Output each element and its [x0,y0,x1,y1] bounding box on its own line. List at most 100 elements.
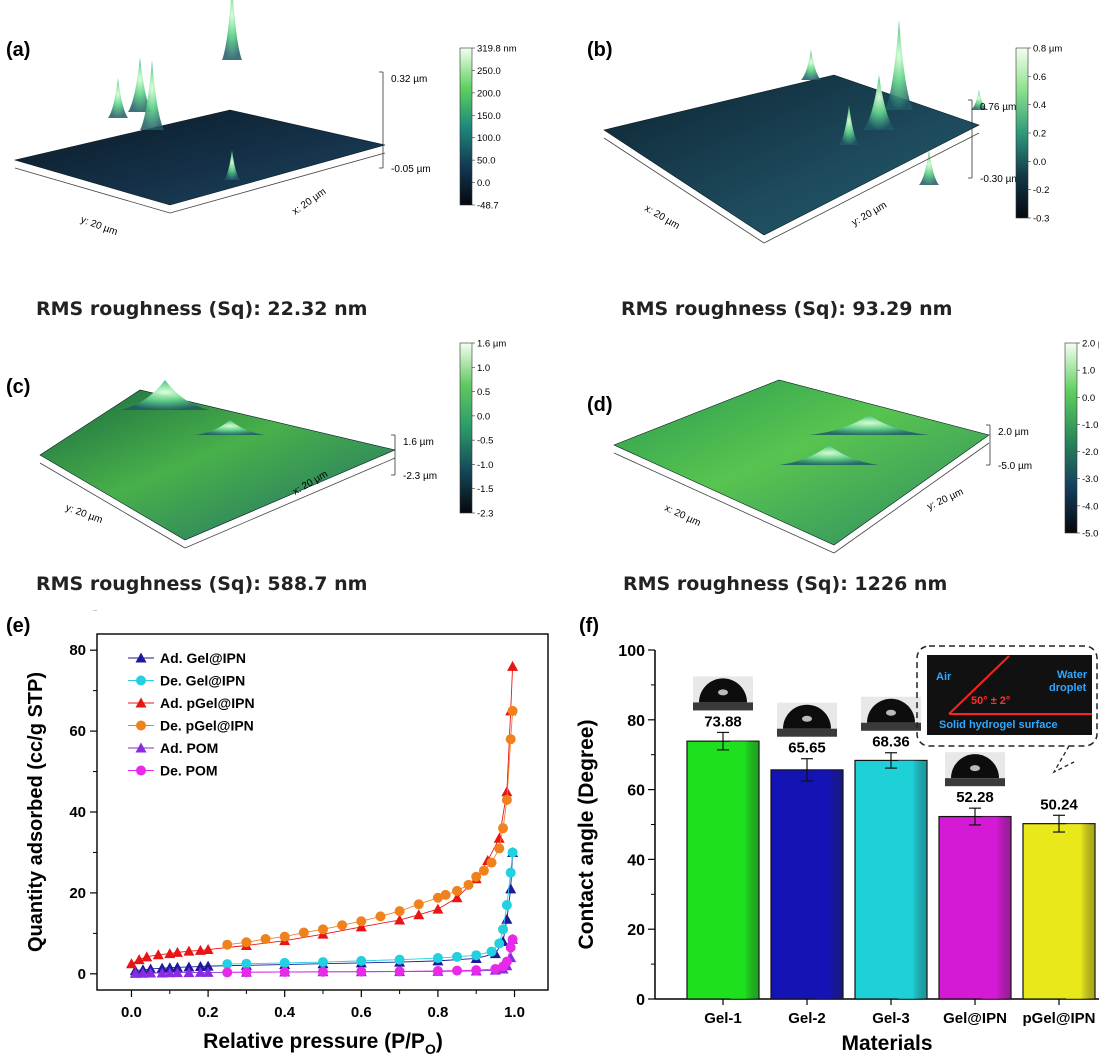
data-point [452,965,463,976]
afm-surface-c: (c)x: 20 µmy: 20 µm1.6 µm-2.3 µm1.6 µm1.… [6,339,506,549]
droplet-image [945,752,1005,787]
data-point [183,961,195,972]
colorbar-tick-label: -0.3 [1033,214,1049,225]
data-point [318,957,328,968]
data-point [471,965,482,976]
y-axis-label: y: 20 µm [926,486,966,512]
y-tick-label: 80 [69,642,86,659]
x-axis-label: x: 20 µm [663,503,703,529]
surface-peak [140,60,164,130]
x-tick-label: 0.2 [198,1004,219,1021]
y-tick-label: 20 [627,922,645,939]
data-point [136,765,146,776]
data-point [452,951,463,962]
data-point [129,967,141,978]
colorbar-tick-label: 0.6 [1033,72,1046,83]
surface-peak [809,415,929,435]
data-point [501,786,513,797]
data-point [432,892,443,903]
colorbar-tick-label: 50.0 [477,156,496,167]
data-point [494,843,505,854]
data-point [318,966,328,977]
data-point [507,934,518,945]
data-point [136,720,146,731]
y-tick-label: 80 [627,713,645,730]
bar-shade [982,816,1011,999]
data-point [505,883,517,894]
data-point [183,945,195,956]
data-point [490,963,501,974]
afm-panel-b: (b) x: 20 µm y: 20 µm 0.76 µm -0.30 µm 0.8 µm… [549,0,1099,330]
colorbar [1064,342,1078,534]
data-point [501,794,512,805]
panel-label: (c) [6,376,30,398]
inset-droplet-label: droplet [1049,682,1087,694]
rms-label-d: RMS roughness (Sq): 1226 nm [623,573,948,595]
afm-panel-d: (d) x: 20 µm y: 20 µm 2.0 µm -5.0 µm 2.0 µm 1.… [549,335,1099,605]
x-tick-label: 0.8 [427,1004,448,1021]
series-line [227,852,514,965]
colorbar-tick-label: -3.0 [1082,474,1098,485]
colorbar-tick-label: -48.7 [477,201,499,212]
colorbar-tick-label: 100.0 [477,133,501,144]
panel-label: (f) [579,615,599,637]
series-1 [222,847,518,970]
y-tick-label: 60 [69,723,86,740]
data-point [501,913,513,924]
x-axis-label: x: 20 µm [290,186,328,217]
data-point [318,924,328,935]
data-point [136,675,146,686]
inset-surface-label: Solid hydrogel surface [939,719,1058,731]
droplet-image [693,676,753,711]
data-point [486,946,497,957]
x-tick-label: pGel@IPN [1023,1010,1096,1027]
data-point [501,900,512,911]
panel-label: (e) [6,615,30,637]
data-point [135,652,147,663]
data-point [432,903,444,914]
z-top-label: 2.0 µm [998,427,1029,438]
legend-label: Ad. POM [160,740,218,756]
legend-label: Ad. pGel@IPN [160,695,255,711]
x-tick-label: Gel-2 [788,1010,826,1027]
data-point [505,867,516,878]
data-point [202,960,214,971]
data-point [451,892,463,903]
data-point [260,934,271,945]
legend-label: Ad. Gel@IPN [160,650,246,666]
tangent-line [948,655,1010,715]
data-point [135,697,147,708]
colorbar-tick-label: -2.0 [1082,447,1098,458]
data-point [498,924,509,935]
colorbar-tick-label: 0.4 [1033,100,1046,111]
inset-water-label: Water [1057,669,1088,681]
data-point [505,942,516,953]
inset-angle-label: 50° ± 2° [971,695,1010,707]
data-point [478,865,489,876]
z-top-label: 1.6 µm [403,437,434,448]
y-tick-label: 20 [69,885,86,902]
panel-label: (b) [587,39,613,61]
surface-peak [128,57,152,112]
data-point [394,906,405,917]
data-point [507,847,518,858]
data-point [432,965,443,976]
series-line [227,710,514,946]
bar-value-label: 68.36 [872,734,910,751]
data-point [432,953,443,964]
axis-line [39,462,186,549]
data-point [222,967,233,978]
x-axis-title: Relative pressure (P/PO) [203,1030,443,1057]
data-point [505,734,516,745]
surface-peak [919,150,939,185]
data-point [222,959,233,970]
panel-label: (d) [587,394,613,416]
colorbar [459,342,473,514]
surface-peak [863,75,895,130]
surface-plane [13,109,386,206]
afm-panel-a: (a) x: 20 µm y: 20 µm 0.32 µm -0.05 µm 319.8 … [0,0,549,330]
inset-pointer [1052,745,1075,774]
colorbar-tick-label: 1.0 [1082,366,1095,377]
x-tick-label: 0.0 [121,1004,142,1021]
colorbar-tick-label: 0.0 [477,411,490,422]
